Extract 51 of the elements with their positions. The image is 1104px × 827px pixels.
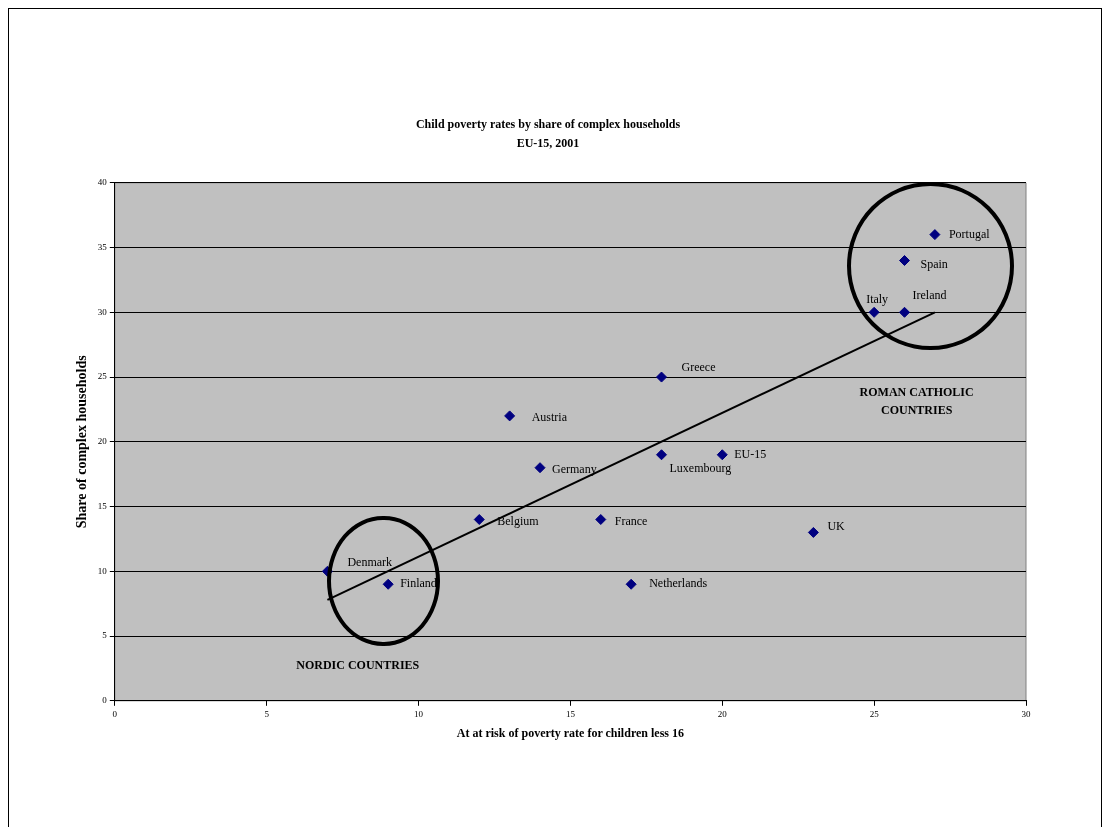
point: [929, 229, 941, 241]
point: [595, 514, 607, 525]
y-tick-label: 35: [97, 241, 108, 252]
y-tick-label: 20: [97, 436, 108, 447]
annotation: Belgium: [497, 513, 540, 528]
annotation: EU-15: [734, 446, 767, 461]
y-tick-label: 5: [102, 630, 108, 641]
x-tick-label: 25: [869, 708, 880, 719]
point: [625, 578, 637, 590]
y-tick-label: 15: [97, 500, 108, 511]
point: [807, 526, 819, 538]
x-tick-label: 5: [264, 708, 270, 719]
annotation: NORDIC COUNTRIES: [296, 657, 420, 672]
annotation: Germany: [552, 461, 597, 476]
y-axis-title: Share of complex households: [74, 354, 90, 529]
annotation: France: [614, 513, 648, 528]
x-tick-label: 15: [565, 708, 576, 719]
annotation: Italy: [866, 292, 889, 307]
annotation: Portugal: [948, 226, 991, 241]
point: [656, 371, 668, 383]
point: [504, 410, 516, 422]
annotation: UK: [827, 518, 846, 533]
point: [716, 449, 728, 461]
annotation: Spain: [920, 256, 948, 271]
y-tick-label: 0: [102, 695, 108, 706]
annotation: Denmark: [347, 555, 393, 570]
point: [899, 306, 911, 318]
chart-title: Child poverty rates by share of complex households: [415, 117, 681, 132]
annotation: Finland: [400, 576, 437, 591]
point: [473, 514, 485, 525]
x-tick-label: 30: [1021, 708, 1031, 719]
y-tick-label: 30: [97, 306, 108, 317]
x-tick-label: 20: [717, 708, 728, 719]
y-tick-label: 40: [97, 177, 108, 188]
y-tick-label: 25: [97, 371, 108, 382]
chart-subtitle: EU-15, 2001: [516, 135, 580, 150]
point: [868, 306, 880, 318]
point: [382, 578, 394, 590]
annotation: Austria: [531, 410, 568, 425]
annotation: Luxembourg: [669, 460, 732, 475]
point: [534, 462, 546, 474]
x-axis-title: At at risk of poverty rate for children less 16: [456, 725, 684, 740]
y-tick-label: 10: [97, 565, 108, 576]
point: [899, 255, 911, 266]
point: [656, 449, 668, 461]
annotation: Netherlands: [649, 576, 708, 591]
annotation: Greece: [681, 360, 716, 375]
annotation: Ireland: [912, 288, 947, 303]
x-tick-label: 10: [414, 708, 424, 719]
annotation: ROMAN CATHOLIC COUNTRIES: [859, 384, 974, 417]
x-tick-label: 0: [112, 708, 118, 719]
